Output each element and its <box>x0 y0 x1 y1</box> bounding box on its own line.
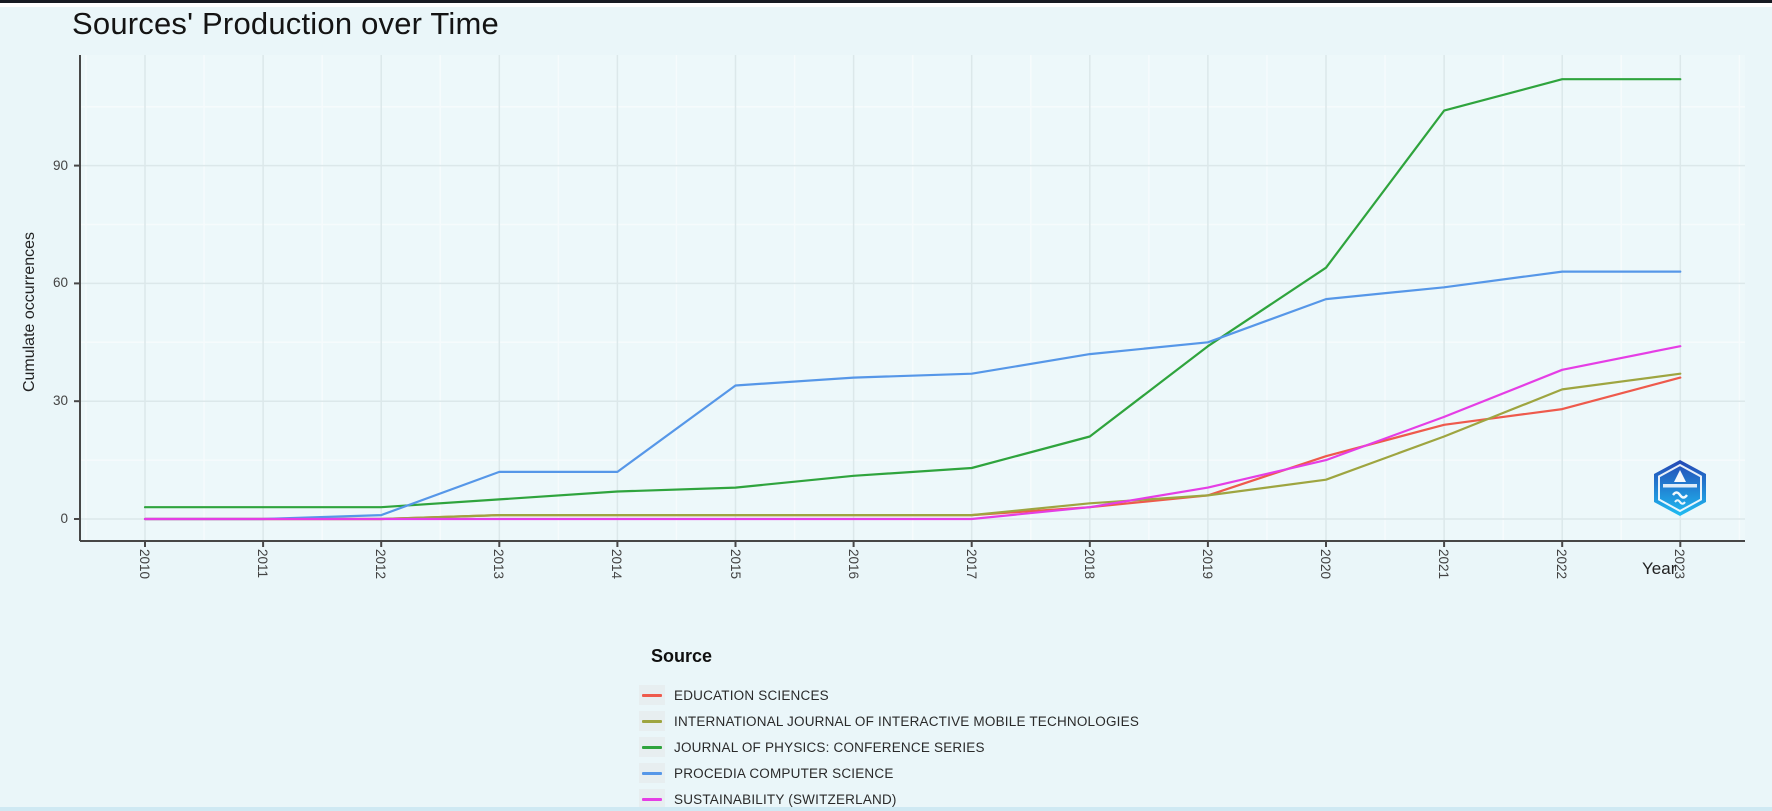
legend-key-swatch <box>639 685 665 705</box>
legend-key-line <box>642 719 662 723</box>
legend-item-label: INTERNATIONAL JOURNAL OF INTERACTIVE MOB… <box>674 713 1140 729</box>
y-axis-label: Cumulate occurrences <box>21 231 38 393</box>
top-edge-line <box>0 0 1772 3</box>
legend-key-line <box>642 771 662 775</box>
series-line-4 <box>143 345 1682 521</box>
legend-items: EDUCATION SCIENCES INTERNATIONAL JOURNAL … <box>639 685 1139 809</box>
y-tick-label: 30 <box>52 393 68 409</box>
x-tick-label: 2011 <box>255 549 271 579</box>
bottom-edge-line <box>0 807 1772 811</box>
chart-title: Sources' Production over Time <box>72 6 499 41</box>
x-tick-label: 2020 <box>1318 549 1333 580</box>
legend-item: INTERNATIONAL JOURNAL OF INTERACTIVE MOB… <box>639 711 1139 731</box>
x-tick-label: 2019 <box>1199 549 1215 580</box>
y-tick-label: 90 <box>52 157 68 173</box>
legend-key-swatch <box>639 711 665 731</box>
legend-key-line <box>642 797 662 801</box>
x-tick-label: 2022 <box>1554 549 1570 580</box>
legend-item-label: PROCEDIA COMPUTER SCIENCE <box>674 765 894 781</box>
x-tick-label: 2014 <box>609 549 625 580</box>
y-tick-label: 0 <box>60 511 68 526</box>
hexagon-shield-logo-icon <box>1650 459 1710 517</box>
x-tick-label: 2012 <box>373 549 389 580</box>
legend-item: SUSTAINABILITY (SWITZERLAND) <box>639 789 1139 809</box>
top-white-strip <box>0 3 1772 7</box>
gridlines-minor <box>80 55 1745 541</box>
series-lines <box>143 78 1682 521</box>
legend-item: EDUCATION SCIENCES <box>639 685 1139 705</box>
x-tick-label: 2021 <box>1436 549 1452 580</box>
legend-key-swatch <box>639 789 665 809</box>
x-tick-label: 2015 <box>727 549 743 580</box>
legend-item-label: SUSTAINABILITY (SWITZERLAND) <box>674 791 897 807</box>
x-axis-label: Year <box>1642 559 1677 578</box>
x-tick-label: 2010 <box>137 549 152 580</box>
x-tick-label: 2013 <box>491 549 507 580</box>
legend-key-line <box>642 693 662 697</box>
series-line-3 <box>143 270 1682 521</box>
axes <box>74 55 1745 547</box>
legend-item: PROCEDIA COMPUTER SCIENCE <box>639 763 1139 783</box>
x-tick-label: 2017 <box>963 549 979 580</box>
legend-item-label: EDUCATION SCIENCES <box>674 687 829 703</box>
legend-key-swatch <box>639 763 665 783</box>
y-tick-label: 60 <box>52 275 68 291</box>
legend: Source EDUCATION SCIENCES INTERNATIONAL J… <box>639 646 1139 811</box>
x-tick-label: 2016 <box>845 549 861 580</box>
legend-item: JOURNAL OF PHYSICS: CONFERENCE SERIES <box>639 737 1139 757</box>
legend-title: Source <box>651 646 713 666</box>
x-tick-label: 2018 <box>1081 549 1097 580</box>
series-line-2 <box>143 78 1682 509</box>
legend-key-swatch <box>639 737 665 757</box>
legend-key-line <box>642 745 662 749</box>
legend-item-label: JOURNAL OF PHYSICS: CONFERENCE SERIES <box>674 739 985 755</box>
